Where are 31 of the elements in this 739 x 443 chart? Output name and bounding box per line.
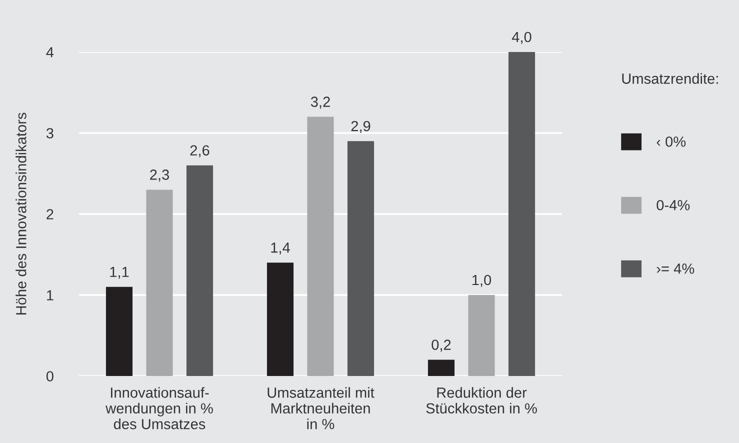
- legend-label: ›= 4%: [656, 264, 694, 274]
- x-tick-label: Reduktion der Stückkosten in %: [426, 387, 537, 414]
- data-label: 4,0: [512, 32, 532, 44]
- data-label: 1,0: [472, 274, 492, 287]
- bar: [266, 262, 294, 376]
- data-label: 2,6: [190, 145, 210, 158]
- legend-label: ‹ 0%: [656, 136, 686, 147]
- data-label: 1,4: [271, 242, 290, 254]
- y-tick-label: 2: [46, 209, 54, 220]
- data-label: 0,2: [432, 340, 451, 352]
- data-label: 2,9: [351, 120, 370, 133]
- y-tick-label: 1: [47, 290, 54, 300]
- y-axis-title: Höhe des Innovationsindikators: [16, 112, 26, 315]
- bar: [106, 286, 133, 376]
- y-tick-label: 3: [46, 128, 54, 138]
- data-label: 2,3: [150, 170, 169, 182]
- bar: [428, 360, 455, 376]
- bar: [186, 165, 214, 376]
- bar: [468, 295, 495, 376]
- bar: [146, 190, 173, 376]
- bar: [347, 141, 374, 376]
- bar: [508, 52, 536, 376]
- x-tick-label: Umsatzanteil mit Marktneuheiten in %: [268, 387, 374, 430]
- bar: [307, 116, 334, 376]
- data-label: 1,1: [110, 266, 129, 279]
- legend-title: Umsatzrendite:: [622, 73, 718, 84]
- legend-label: 0-4%: [656, 200, 690, 210]
- y-tick-label: 0: [46, 371, 54, 382]
- data-label: 3,2: [310, 96, 330, 109]
- x-tick-label: Innovationsauf- wendungen in % des Umsatzes: [106, 387, 213, 430]
- y-tick-label: 4: [46, 47, 54, 58]
